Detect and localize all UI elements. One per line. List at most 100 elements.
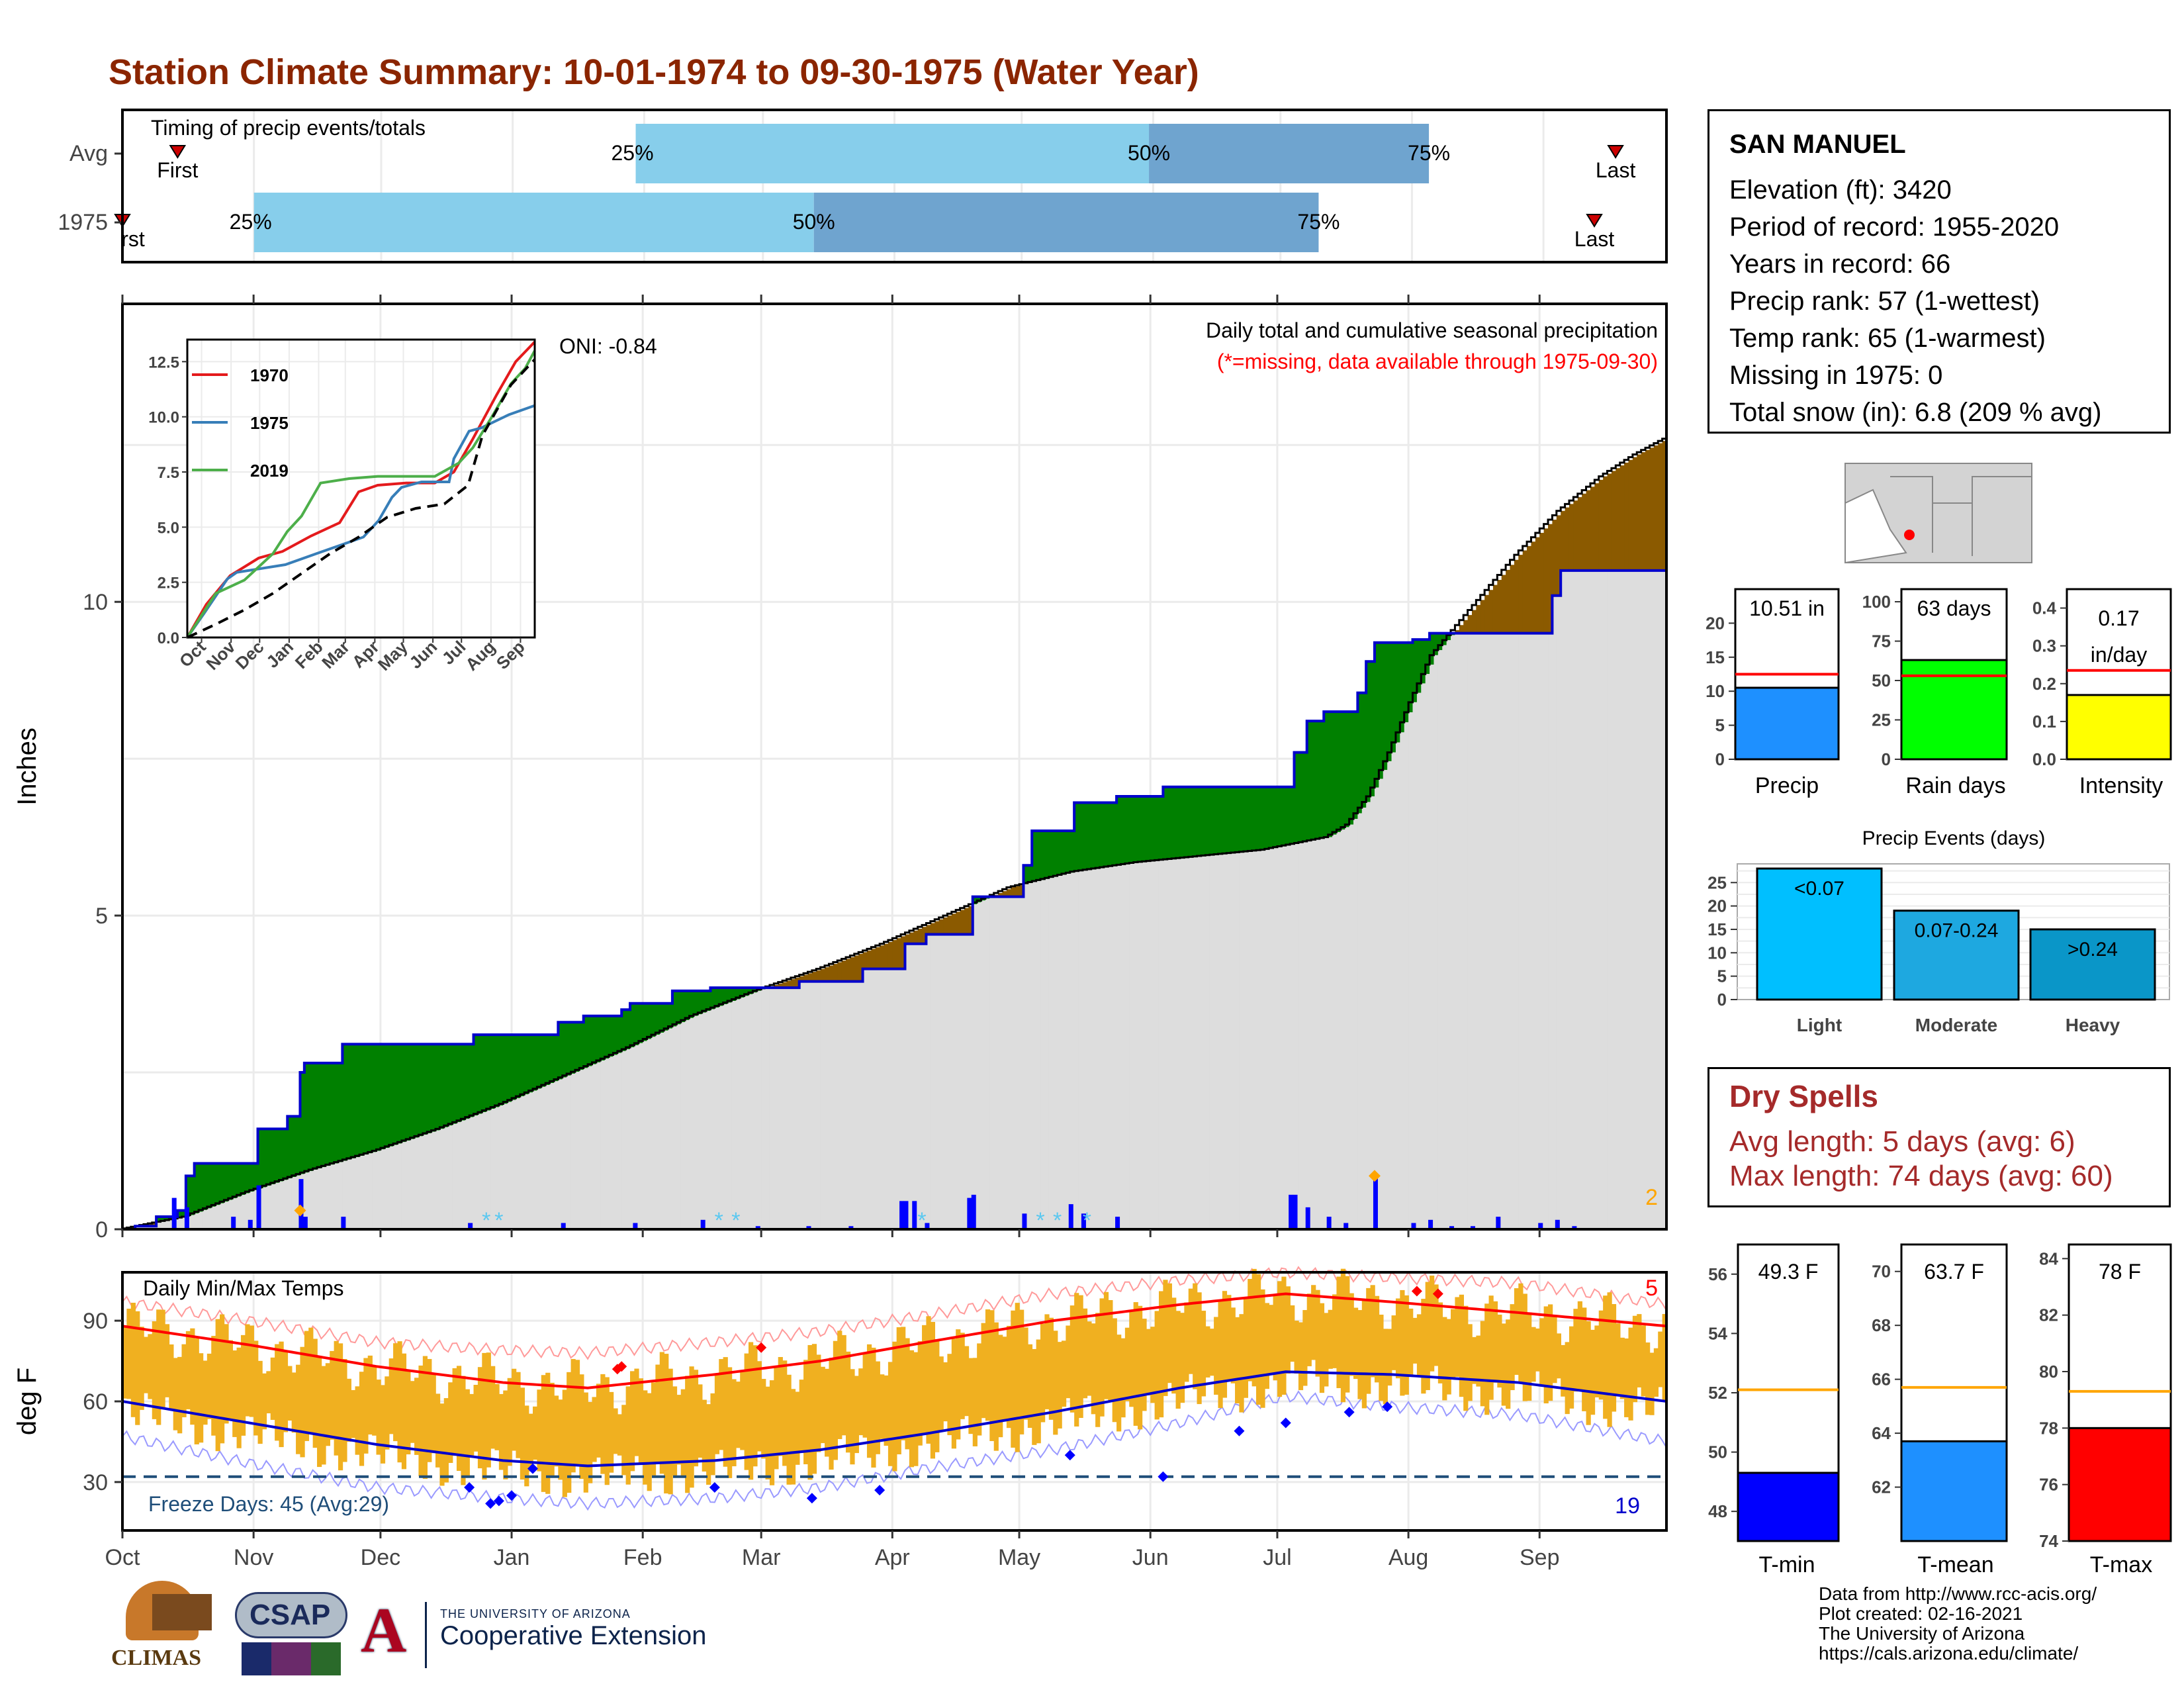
daily-temp-bar [1653, 1348, 1659, 1397]
above-normal-fill [719, 988, 724, 1006]
above-normal-fill [588, 1015, 593, 1066]
normal-cumulative-fill [1340, 829, 1345, 1229]
stat-bar-value-label: 0.17 [2098, 606, 2139, 630]
normal-cumulative-fill [304, 1172, 309, 1229]
daily-temp-bar [820, 1366, 825, 1444]
above-normal-fill [723, 988, 728, 1005]
daily-temp-bar [477, 1367, 483, 1469]
normal-cumulative-fill [427, 1133, 432, 1229]
above-normal-fill [300, 1072, 305, 1174]
daily-temp-bar [1459, 1294, 1464, 1397]
daily-temp-bar [596, 1383, 602, 1458]
normal-cumulative-fill [913, 943, 919, 1229]
daily-temp-bar [397, 1341, 402, 1463]
temp-xtick-label: Jan [494, 1545, 530, 1570]
daily-temp-bar [122, 1326, 128, 1399]
daily-temp-bar [1484, 1303, 1490, 1415]
below-normal-fill [1497, 580, 1502, 633]
normal-cumulative-fill [240, 1195, 246, 1229]
above-normal-fill [1353, 712, 1358, 820]
precip-events-title: Precip Events (days) [1862, 827, 2046, 849]
above-normal-fill [275, 1129, 280, 1183]
above-normal-fill [634, 1003, 639, 1045]
daily-temp-bar [833, 1340, 839, 1460]
daily-temp-bar [1319, 1303, 1325, 1393]
normal-cumulative-fill [533, 1090, 537, 1229]
timing-label-75: 75% [1408, 141, 1450, 165]
daily-precip-bar [1068, 1204, 1073, 1229]
daily-temp-bar [647, 1393, 652, 1491]
normal-cumulative-fill [164, 1221, 169, 1229]
below-normal-fill [1628, 459, 1633, 571]
daily-temp-bar [811, 1344, 817, 1474]
daily-precip-bar [899, 1201, 905, 1229]
temp-stat-bar [1900, 1440, 2008, 1542]
daily-temp-bar [1430, 1275, 1435, 1372]
above-normal-fill [676, 990, 682, 1025]
daily-temp-bar [1582, 1307, 1587, 1411]
daily-temp-bar [1645, 1342, 1651, 1415]
daily-temp-bar [634, 1368, 639, 1456]
daily-temp-bar [431, 1374, 436, 1454]
stat-bar-ytick-label: 100 [1862, 592, 1891, 612]
normal-cumulative-fill [735, 999, 741, 1229]
normal-cumulative-fill [190, 1215, 195, 1229]
daily-precip-bar [231, 1217, 236, 1229]
normal-cumulative-fill [275, 1182, 280, 1229]
normal-cumulative-fill [816, 981, 821, 1229]
temp-stat-ytick-label: 78 [2039, 1418, 2058, 1438]
normal-cumulative-fill [1404, 722, 1409, 1229]
above-normal-fill [1218, 786, 1223, 855]
normal-cumulative-fill [1501, 633, 1506, 1229]
daily-precip-bar [971, 1194, 976, 1229]
daily-temp-bar [1324, 1313, 1329, 1387]
map-state-borders [1890, 476, 2032, 556]
daily-temp-bar [486, 1352, 491, 1468]
normal-cumulative-fill [1328, 837, 1333, 1229]
normal-cumulative-fill [143, 1226, 148, 1229]
normal-cumulative-fill [1336, 832, 1342, 1229]
below-normal-fill [1002, 891, 1007, 897]
normal-cumulative-fill [482, 1112, 487, 1229]
daily-temp-bar [664, 1354, 669, 1494]
daily-temp-bar [317, 1355, 322, 1468]
daily-temp-bar [469, 1393, 475, 1456]
daily-temp-bar [1285, 1286, 1291, 1374]
normal-cumulative-fill [1497, 633, 1502, 1229]
above-normal-fill [185, 1176, 191, 1217]
normal-cumulative-fill [1374, 787, 1379, 1229]
above-normal-fill [1251, 786, 1257, 851]
daily-temp-bar [1590, 1329, 1596, 1415]
normal-cumulative-fill [850, 981, 855, 1229]
station-precip-rank: Precip rank: 57 (1-wettest) [1729, 287, 2040, 316]
normal-cumulative-fill [1040, 880, 1046, 1229]
daily-temp-bar [308, 1327, 314, 1433]
daily-temp-bar [714, 1374, 720, 1454]
daily-temp-bar [1543, 1306, 1549, 1404]
above-normal-fill [1230, 786, 1236, 853]
station-years: Years in record: 66 [1729, 250, 1951, 279]
temp-stat-ytick-label: 70 [1872, 1262, 1891, 1282]
daily-precip-bar [184, 1207, 189, 1229]
above-normal-fill [261, 1129, 267, 1188]
normal-cumulative-fill [1269, 849, 1274, 1229]
below-normal-fill [152, 1223, 157, 1227]
above-normal-fill [245, 1163, 250, 1194]
precip-corner-count: 2 [1645, 1185, 1658, 1210]
normal-cumulative-fill [1002, 896, 1007, 1229]
normal-cumulative-fill [1539, 633, 1545, 1229]
normal-cumulative-fill [905, 943, 910, 1229]
normal-cumulative-fill [1556, 595, 1561, 1229]
below-normal-fill [841, 961, 846, 982]
daily-temp-bar [190, 1328, 195, 1425]
below-normal-fill [1527, 545, 1532, 633]
normal-cumulative-fill [1510, 633, 1515, 1229]
below-normal-fill [896, 938, 901, 969]
above-normal-fill [312, 1062, 318, 1170]
temp-stat-ytick-label: 48 [1708, 1501, 1727, 1521]
above-normal-fill [570, 1022, 576, 1074]
daily-temp-bar [1298, 1322, 1304, 1391]
daily-precip-bar [1326, 1217, 1332, 1229]
daily-temp-bar [964, 1346, 970, 1417]
below-normal-fill [1573, 500, 1578, 571]
